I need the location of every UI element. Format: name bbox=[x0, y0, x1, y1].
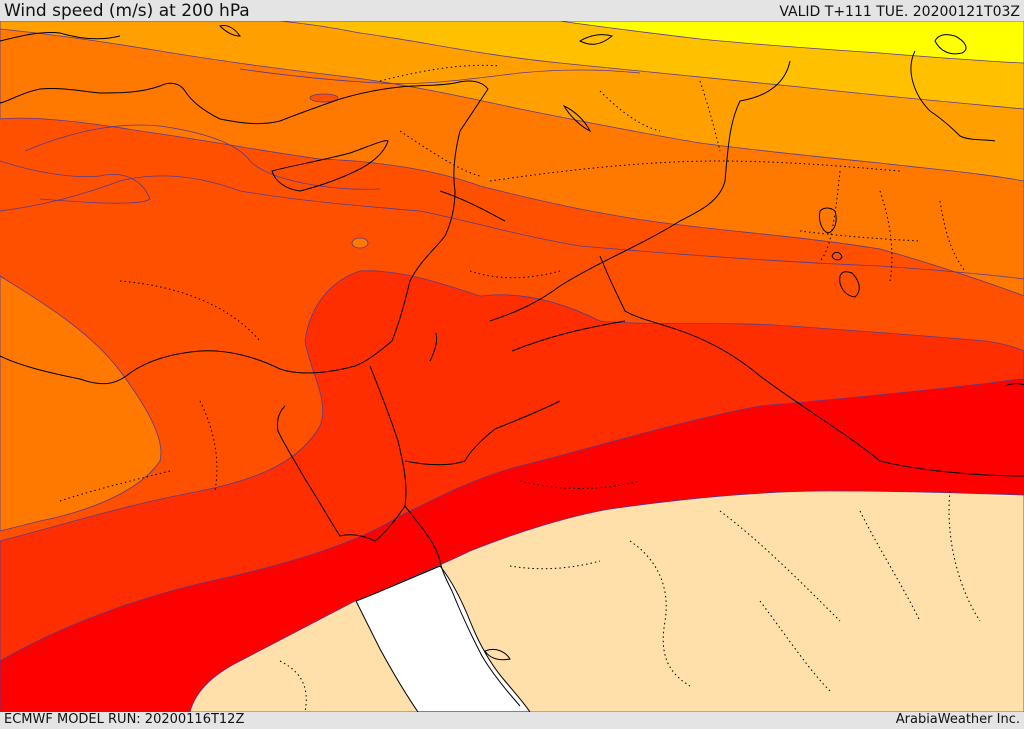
dotted-borders bbox=[59, 64, 981, 712]
wind-speed-map bbox=[0, 21, 1024, 712]
contour-lines bbox=[0, 68, 1024, 280]
valid-time-label: VALID T+111 TUE. 20200121T03Z bbox=[779, 4, 1020, 20]
model-run-label: ECMWF MODEL RUN: 20200116T12Z bbox=[4, 712, 245, 727]
map-title: Wind speed (m/s) at 200 hPa bbox=[4, 1, 250, 21]
islands bbox=[219, 25, 967, 661]
header-bar: Wind speed (m/s) at 200 hPa VALID T+111 … bbox=[0, 0, 1024, 21]
coastlines bbox=[0, 32, 1024, 707]
band-yellow bbox=[559, 21, 1024, 64]
contour-blob bbox=[351, 237, 369, 249]
band-orange-west bbox=[0, 275, 162, 532]
contour-blob bbox=[309, 93, 339, 103]
footer-bar: ECMWF MODEL RUN: 20200116T12Z ArabiaWeat… bbox=[0, 712, 1024, 729]
sea-below-threshold bbox=[355, 565, 531, 712]
wind-speed-map-svg bbox=[0, 21, 1024, 712]
credit-label: ArabiaWeather Inc. bbox=[895, 712, 1020, 727]
